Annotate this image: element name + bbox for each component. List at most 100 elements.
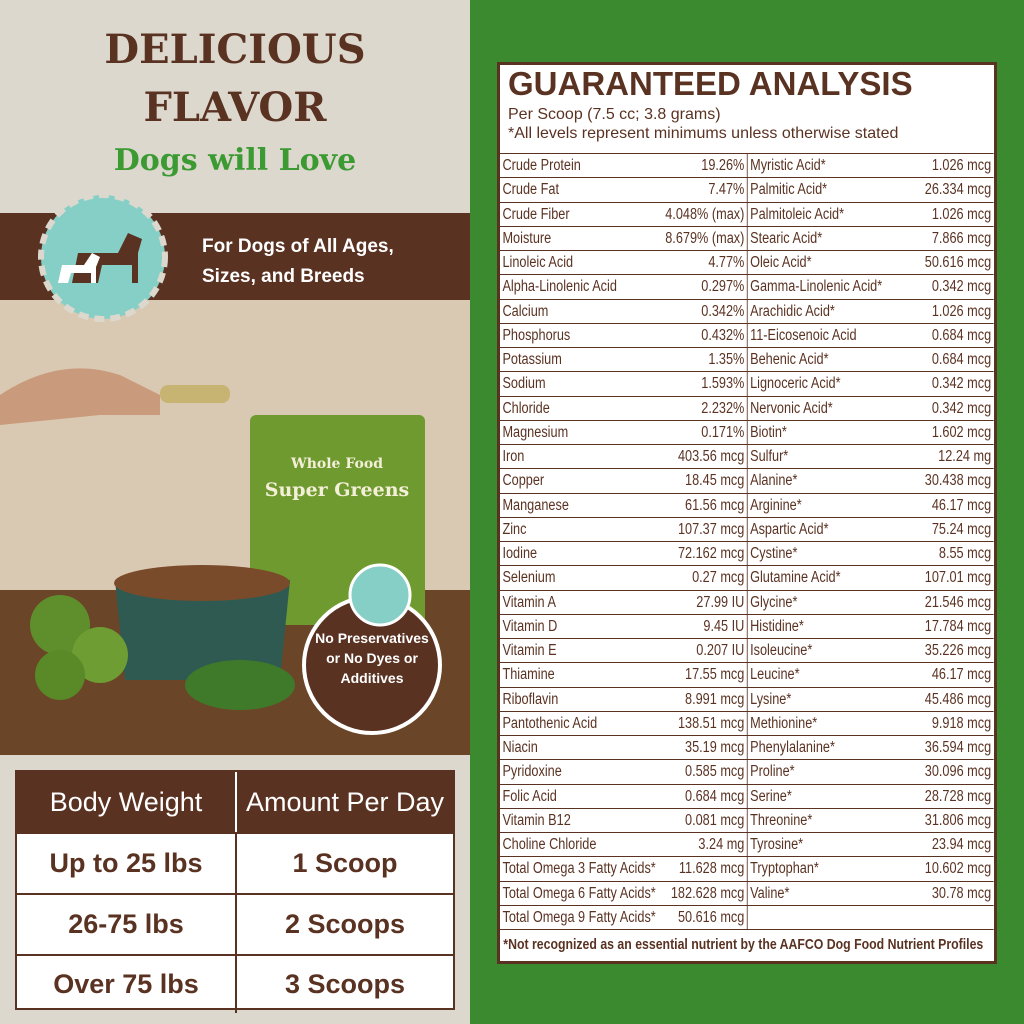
analysis-cell: Gamma-Linolenic Acid* 0.342 mcg <box>746 275 994 299</box>
analysis-row: Choline Chloride 3.24 mg Tyrosine* 23.94 mc… <box>500 832 994 857</box>
nutrient-value: 27.99 IU <box>696 593 745 611</box>
feeding-cell: Over 75 lbs <box>53 969 199 999</box>
nutrient-value: 8.991 mcg <box>684 690 745 708</box>
analysis-cell: Cystine* 8.55 mcg <box>746 542 994 566</box>
nutrient-name: Myristic Acid* <box>750 157 826 174</box>
badge-text: or No Dyes or <box>326 650 418 666</box>
nutrient-value: 403.56 mcg <box>677 448 745 465</box>
nutrient-name: Copper <box>502 472 545 490</box>
nutrient-name: Isoleucine* <box>750 642 813 659</box>
analysis-cell: Thiamine 17.55 mcg <box>500 663 747 686</box>
analysis-row: Magnesium 0.171% Biotin* 1.602 mcg <box>500 419 994 444</box>
nutrient-value: 0.684 mcg <box>684 787 745 805</box>
nutrient-value: 30.096 mcg <box>924 763 992 781</box>
nutrient-name: Iodine <box>502 545 538 562</box>
analysis-row: Niacin 35.19 mcg Phenylalanine* 36.594 mcg <box>500 735 994 760</box>
nutrient-name: Crude Fiber <box>502 205 570 223</box>
nutrient-name: Total Omega 3 Fatty Acids* <box>502 860 656 878</box>
analysis-row: Crude Fiber 4.048% (max) Palmitoleic Acid*… <box>500 201 994 226</box>
analysis-cell: Vitamin B12 0.081 mcg <box>500 809 747 832</box>
analysis-row: Potassium 1.35% Behenic Acid* 0.684 mcg <box>500 347 994 372</box>
feeding-row: Over 75 lbs 3 Scoops <box>17 954 453 1013</box>
analysis-cell: Histidine* 17.784 mcg <box>746 614 994 638</box>
analysis-row: Total Omega 3 Fatty Acids* 11.628 mcg Tryp… <box>500 856 994 881</box>
feeding-cell: 26-75 lbs <box>68 909 184 939</box>
nutrient-name: Magnesium <box>502 423 569 441</box>
nutrient-value: 12.24 mg <box>938 448 992 465</box>
feeding-cell: 1 Scoop <box>235 834 453 893</box>
nutrient-name: Biotin* <box>750 423 787 441</box>
nutrient-value: 1.602 mcg <box>931 423 992 441</box>
bag-text: Super Greens <box>265 479 409 501</box>
nutrient-value: 0.342% <box>701 302 745 320</box>
nutrient-name: Serine* <box>750 787 792 805</box>
nutrient-value: 17.55 mcg <box>684 666 745 684</box>
analysis-cell: Palmitic Acid* 26.334 mcg <box>746 178 994 202</box>
analysis-cell: Tyrosine* 23.94 mcg <box>746 833 994 857</box>
analysis-cell: Zinc 107.37 mcg <box>500 518 747 541</box>
nutrient-value: 0.297% <box>701 278 745 296</box>
bag-text: Whole Food <box>290 456 383 472</box>
nutrient-name: Chloride <box>502 399 550 417</box>
analysis-cell: Crude Fiber 4.048% (max) <box>500 203 747 226</box>
analysis-row: Vitamin E 0.207 IU Isoleucine* 35.226 mcg <box>500 638 994 663</box>
nutrient-value: 1.026 mcg <box>931 205 992 223</box>
nutrient-value: 0.585 mcg <box>684 763 745 781</box>
analysis-cell: Biotin* 1.602 mcg <box>746 420 994 444</box>
analysis-row: Iron 403.56 mcg Sulfur* 12.24 mg <box>500 444 994 469</box>
nutrient-name: Leucine* <box>750 666 800 684</box>
nutrient-name: Oleic Acid* <box>750 254 812 271</box>
analysis-row: Selenium 0.27 mcg Glutamine Acid* 107.01 mc… <box>500 565 994 590</box>
analysis-cell: Copper 18.45 mcg <box>500 469 747 492</box>
analysis-cell: Lysine* 45.486 mcg <box>746 687 994 711</box>
nutrient-name: Pantothenic Acid <box>502 714 598 732</box>
nutrient-value: 50.616 mcg <box>924 254 992 271</box>
feeding-cell: 2 Scoops <box>235 895 453 954</box>
nutrient-name: Phenylalanine* <box>750 739 835 756</box>
analysis-row: Alpha-Linolenic Acid 0.297% Gamma-Linoleni… <box>500 274 994 299</box>
nutrient-name: Total Omega 6 Fatty Acids* <box>502 884 656 902</box>
analysis-cell: Behenic Acid* 0.684 mcg <box>746 348 994 372</box>
nutrient-name: Moisture <box>502 229 552 247</box>
nutrient-name: Sulfur* <box>750 448 789 465</box>
analysis-cell: Palmitoleic Acid* 1.026 mcg <box>746 202 994 226</box>
nutrient-name: Stearic Acid* <box>750 229 823 247</box>
nutrient-name: Lignoceric Acid* <box>750 375 841 393</box>
nutrient-value: 11.628 mcg <box>678 860 745 878</box>
nutrient-name: Crude Fat <box>502 181 559 199</box>
title: FLAVOR <box>143 84 327 131</box>
nutrient-name: Vitamin D <box>502 617 558 635</box>
analysis-row: Thiamine 17.55 mcg Leucine* 46.17 mcg <box>500 662 994 687</box>
nutrient-value: 61.56 mcg <box>684 496 745 514</box>
analysis-row: Chloride 2.232% Nervonic Acid* 0.342 mcg <box>500 395 994 420</box>
analysis-cell: Alpha-Linolenic Acid 0.297% <box>500 275 747 298</box>
nutrient-value: 0.081 mcg <box>684 811 745 829</box>
analysis-rows: Crude Protein 19.26% Myristic Acid* 1.026 m… <box>500 153 994 929</box>
nutrient-value: 1.026 mcg <box>931 302 992 320</box>
analysis-label: GUARANTEED ANALYSIS Per Scoop (7.5 cc; 3… <box>497 62 997 964</box>
nutrient-value: 1.35% <box>708 351 745 368</box>
nutrient-value: 21.546 mcg <box>924 593 992 611</box>
nutrient-value: 0.27 mcg <box>692 569 745 587</box>
analysis-title: GUARANTEED ANALYSIS <box>508 65 913 102</box>
nutrient-value: 9.45 IU <box>703 617 745 635</box>
nutrient-name: Crude Protein <box>502 157 581 174</box>
analysis-cell: Sodium 1.593% <box>500 372 747 395</box>
nutrient-value: 23.94 mcg <box>931 836 992 853</box>
analysis-cell: Total Omega 6 Fatty Acids* 182.628 mcg <box>500 882 747 905</box>
analysis-cell: Leucine* 46.17 mcg <box>746 663 994 687</box>
badge-text: Additives <box>340 670 403 686</box>
analysis-cell: Magnesium 0.171% <box>500 421 747 444</box>
nutrient-name: Riboflavin <box>502 690 559 708</box>
subtitle-line: Per Scoop (7.5 cc; 3.8 grams) <box>508 106 721 123</box>
nutrient-name: Choline Chloride <box>502 836 597 853</box>
analysis-row: Total Omega 9 Fatty Acids* 50.616 mcg <box>500 904 994 929</box>
nutrient-name: Potassium <box>502 351 562 368</box>
analysis-row: Pyridoxine 0.585 mcg Proline* 30.096 mcg <box>500 759 994 784</box>
nutrient-name: Vitamin E <box>502 642 557 659</box>
nutrient-value: 18.45 mcg <box>684 472 745 490</box>
analysis-cell: Glycine* 21.546 mcg <box>746 590 994 614</box>
banner: For Dogs of All Ages, Sizes, and Breeds <box>202 232 394 292</box>
analysis-cell: Pyridoxine 0.585 mcg <box>500 760 747 783</box>
